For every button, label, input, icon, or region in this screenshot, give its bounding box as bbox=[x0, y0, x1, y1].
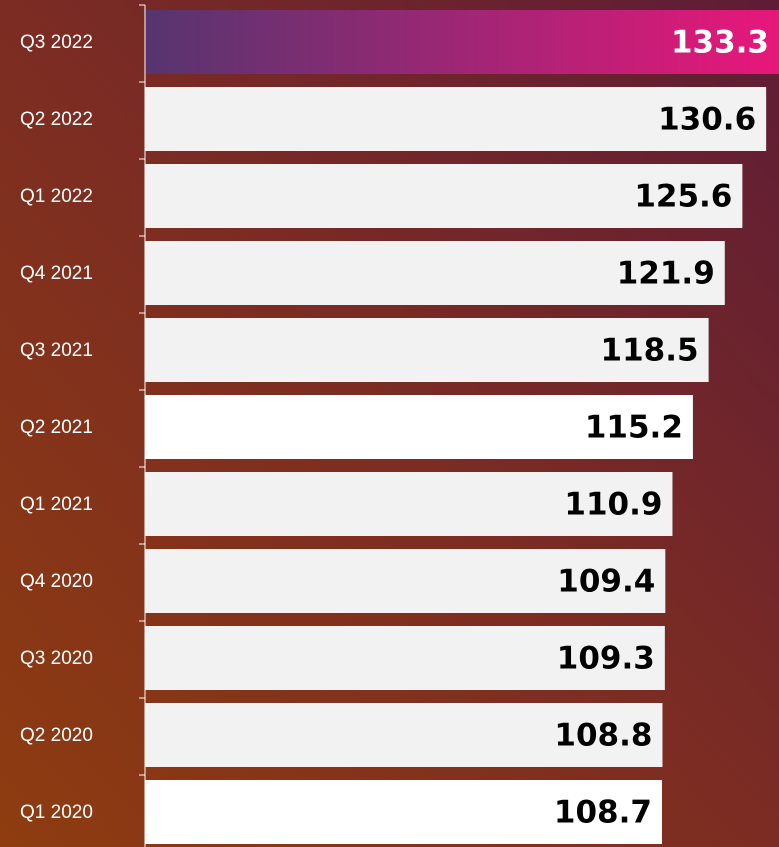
bar bbox=[145, 703, 663, 767]
value-label: 130.6 bbox=[658, 102, 756, 138]
y-tick-label: Q2 2022 bbox=[20, 109, 93, 130]
value-label: 110.9 bbox=[564, 487, 662, 523]
y-tick-label: Q4 2021 bbox=[20, 263, 93, 284]
bar bbox=[145, 318, 709, 382]
bar bbox=[145, 780, 662, 844]
y-tick-label: Q1 2020 bbox=[20, 802, 93, 823]
value-label: 109.4 bbox=[557, 564, 655, 600]
y-tick-label: Q3 2020 bbox=[20, 648, 93, 669]
bar bbox=[145, 87, 767, 151]
value-label: 108.8 bbox=[554, 718, 652, 754]
y-tick-label: Q3 2022 bbox=[20, 32, 93, 53]
y-tick-label: Q3 2021 bbox=[20, 340, 93, 361]
bar bbox=[145, 395, 693, 459]
y-tick-label: Q1 2021 bbox=[20, 494, 93, 515]
value-label: 118.5 bbox=[601, 333, 699, 369]
value-label: 108.7 bbox=[554, 795, 652, 831]
y-tick-label: Q2 2021 bbox=[20, 417, 93, 438]
bar bbox=[145, 626, 665, 690]
value-label: 133.3 bbox=[671, 25, 769, 61]
y-tick-label: Q4 2020 bbox=[20, 571, 93, 592]
bar bbox=[145, 472, 673, 536]
bar bbox=[145, 164, 743, 228]
value-label: 121.9 bbox=[617, 256, 715, 292]
value-label: 125.6 bbox=[634, 179, 732, 215]
value-label: 109.3 bbox=[557, 641, 655, 677]
bar bbox=[145, 10, 779, 74]
y-tick-label: Q2 2020 bbox=[20, 725, 93, 746]
value-label: 115.2 bbox=[585, 410, 683, 446]
bar bbox=[145, 241, 725, 305]
y-tick-label: Q1 2022 bbox=[20, 186, 93, 207]
bar bbox=[145, 549, 666, 613]
